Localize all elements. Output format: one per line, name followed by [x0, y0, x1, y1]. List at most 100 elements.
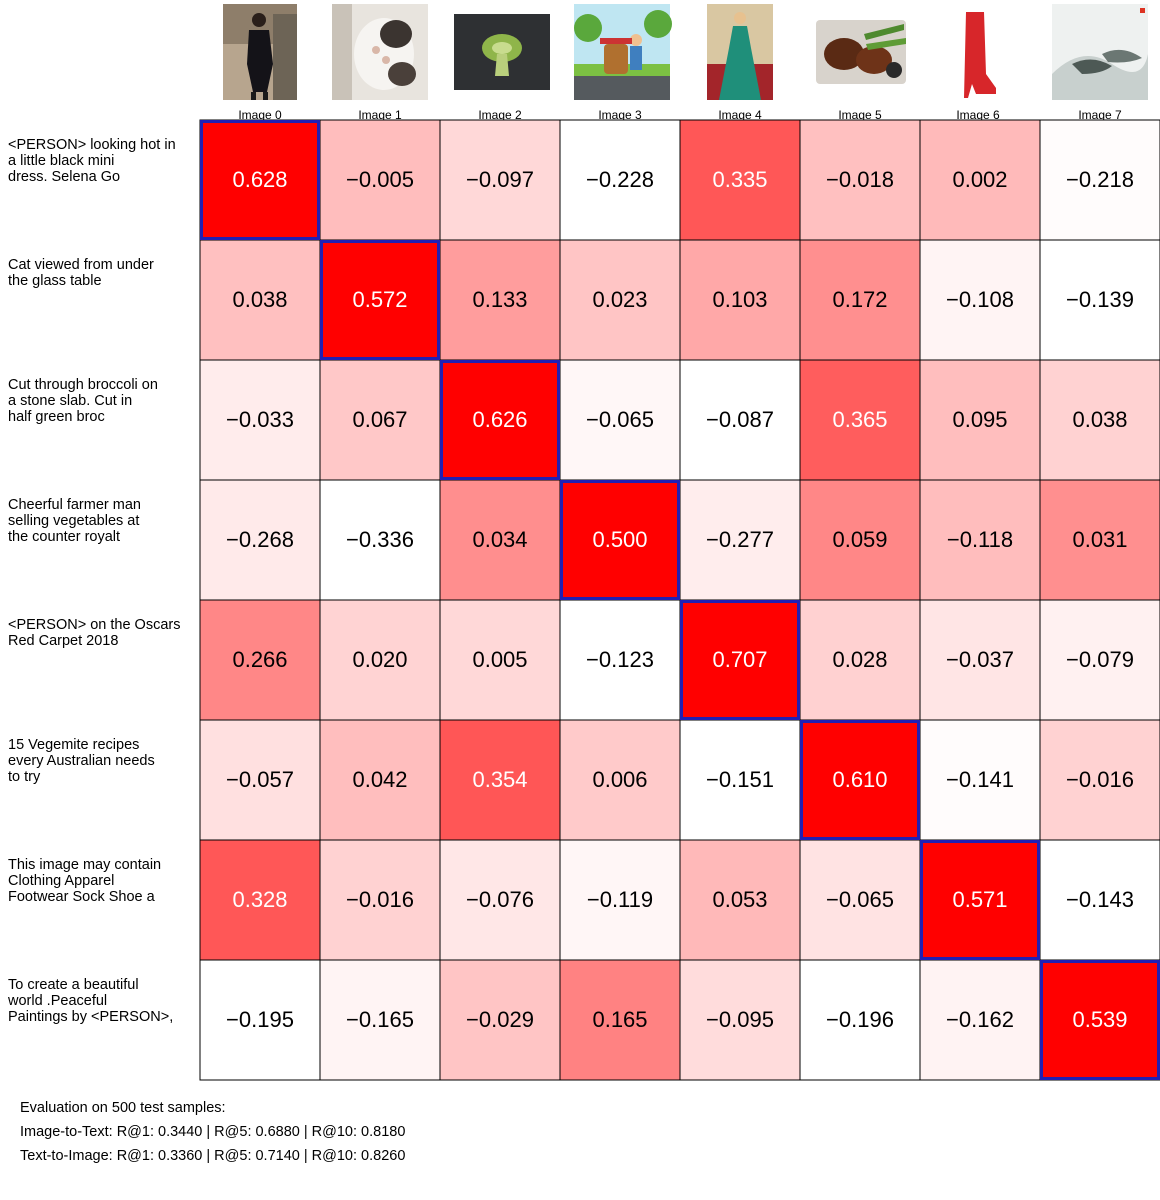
heatmap-cell-r0-c7	[1039, 119, 1160, 241]
heatmap-cell-value: −0.037	[946, 647, 1014, 672]
heatmap-cell-value: 0.034	[472, 527, 527, 552]
row-label-line: a stone slab. Cut in	[8, 393, 133, 409]
heatmap-cell-value: −0.016	[346, 887, 414, 912]
thumbnail-label: Image 7	[1078, 108, 1122, 122]
thumbnail-label: Image 0	[238, 108, 282, 122]
heatmap-cell-value: −0.165	[346, 1007, 414, 1032]
heatmap-cell-value: −0.108	[946, 287, 1014, 312]
row-label-line: to try	[8, 769, 41, 785]
diagonal-highlight-border	[200, 120, 320, 240]
diagonal-highlight-border	[560, 480, 680, 600]
heatmap-cell-r4-c5	[799, 599, 921, 721]
cat-under-glass-photo-icon	[332, 4, 428, 100]
row-label-line: <PERSON> on the Oscars	[8, 617, 181, 633]
heatmap-cell-r7-c4	[679, 959, 801, 1081]
diagonal-highlight-border	[800, 720, 920, 840]
heatmap-cell-value: 0.103	[712, 287, 767, 312]
heatmap-cell-r6-c3	[559, 839, 681, 961]
heatmap-cell-r2-c7	[1039, 359, 1160, 481]
heatmap-cell-r3-c1	[319, 479, 441, 601]
row-label-5: 15 Vegemite recipes every Australian nee…	[8, 737, 200, 785]
heatmap-cell-value: 0.572	[352, 287, 407, 312]
heatmap-cell-value: 0.365	[832, 407, 887, 432]
heatmap-cell-value: 0.165	[592, 1007, 647, 1032]
ink-painting-image-icon	[1052, 4, 1148, 100]
thumbnail-image-5: Image 5	[812, 4, 912, 122]
row-label-1: Cat viewed from under the glass table	[8, 257, 200, 289]
heatmap-cell-value: −0.118	[947, 527, 1013, 552]
row-label-line: This image may contain	[8, 857, 162, 873]
thumbnail-label: Image 2	[478, 108, 522, 122]
heatmap-cell-value: 0.335	[712, 167, 767, 192]
heatmap-cell-r1-c3	[559, 239, 681, 361]
heatmap-cell-value: 0.005	[472, 647, 527, 672]
heatmap-cell-value: 0.707	[712, 647, 767, 672]
image-to-text-metrics: Image-to-Text: R@1: 0.3440 | R@5: 0.6880…	[20, 1124, 406, 1140]
similarity-heatmap: 0.628 −0.005 −0.097 −0.228 0.335 −0.018 0.002 −…	[199, 119, 1160, 1081]
heatmap-cell-value: −0.336	[346, 527, 414, 552]
heatmap-cell-value: 0.023	[592, 287, 647, 312]
heatmap-cell-value: 0.500	[592, 527, 647, 552]
row-label-6: This image may contain Clothing Apparel …	[8, 857, 200, 905]
heatmap-cell-r7-c1	[319, 959, 441, 1081]
woman-green-gown-photo-icon	[707, 4, 773, 100]
heatmap-cell-r4-c1	[319, 599, 441, 721]
heatmap-cell-value: 0.028	[832, 647, 887, 672]
heatmap-cell-r7-c2	[439, 959, 561, 1081]
heatmap-cell-r7-c0	[199, 959, 321, 1081]
heatmap-cell-value: 0.172	[832, 287, 887, 312]
heatmap-cell-value: 0.095	[952, 407, 1007, 432]
heatmap-cell-r1-c7	[1039, 239, 1160, 361]
heatmap-cell-value: −0.065	[826, 887, 894, 912]
diagonal-highlight-border	[320, 240, 440, 360]
heatmap-cell-r2-c1	[319, 359, 441, 481]
thumbnail-image-3: Image 3	[572, 4, 672, 122]
heatmap-cell-r6-c5	[799, 839, 921, 961]
heatmap-cell-value: 0.059	[832, 527, 887, 552]
heatmap-cell-r4-c2	[439, 599, 561, 721]
heatmap-cell-value: 0.354	[472, 767, 527, 792]
heatmap-cell-value: 0.038	[232, 287, 287, 312]
image-thumbnail-strip: Image 0 Image 1 Image 2	[0, 0, 1160, 122]
heatmap-cell-value: −0.016	[1066, 767, 1134, 792]
evaluation-title: Evaluation on 500 test samples:	[20, 1100, 226, 1116]
heatmap-cell-value: 0.266	[232, 647, 287, 672]
heatmap-cell-r4-c3	[559, 599, 681, 721]
heatmap-cell-value: 0.038	[1072, 407, 1127, 432]
row-label-line: 15 Vegemite recipes	[8, 737, 140, 753]
heatmap-cell-value: 0.067	[352, 407, 407, 432]
heatmap-cell-r3-c6	[919, 479, 1041, 601]
heatmap-cell-r7-c7	[1039, 959, 1160, 1081]
heatmap-cell-r0-c6	[919, 119, 1041, 241]
thumbnail-image-0: Image 0	[223, 4, 297, 122]
heatmap-cell-r0-c0	[199, 119, 321, 241]
diagonal-highlight-border	[1040, 960, 1160, 1080]
heatmap-cell-r7-c3	[559, 959, 681, 1081]
heatmap-cell-value: 0.020	[352, 647, 407, 672]
heatmap-cell-r3-c0	[199, 479, 321, 601]
row-label-line: Cat viewed from under	[8, 257, 154, 273]
heatmap-cell-value: 0.002	[952, 167, 1007, 192]
row-label-line: Cheerful farmer man	[8, 497, 141, 513]
thumbnail-image-6: Image 6	[952, 4, 1004, 122]
heatmap-cell-value: −0.228	[586, 167, 654, 192]
heatmap-cell-value: −0.119	[587, 887, 653, 912]
row-label-line: every Australian needs	[8, 753, 155, 769]
row-label-line: the counter royalt	[8, 529, 121, 545]
heatmap-cell-value: −0.095	[706, 1007, 774, 1032]
heatmap-cell-r2-c3	[559, 359, 681, 481]
broccoli-slice-photo-icon	[454, 14, 550, 90]
thumbnail-label: Image 4	[718, 108, 762, 122]
row-label-line: <PERSON> looking hot in	[8, 137, 176, 153]
row-label-4: <PERSON> on the Oscars Red Carpet 2018	[8, 617, 200, 649]
thumbnail-image-1: Image 1	[332, 4, 428, 122]
heatmap-cell-value: −0.143	[1066, 887, 1134, 912]
heatmap-cell-value: −0.087	[706, 407, 774, 432]
heatmap-cell-value: −0.065	[586, 407, 654, 432]
heatmap-cell-r5-c2	[439, 719, 561, 841]
thumbnail-image-4: Image 4	[707, 4, 773, 122]
heatmap-cell-r6-c6	[919, 839, 1041, 961]
heatmap-cell-r0-c4	[679, 119, 801, 241]
heatmap-cell-value: −0.141	[946, 767, 1014, 792]
row-label-line: dress. Selena Go	[8, 169, 121, 185]
